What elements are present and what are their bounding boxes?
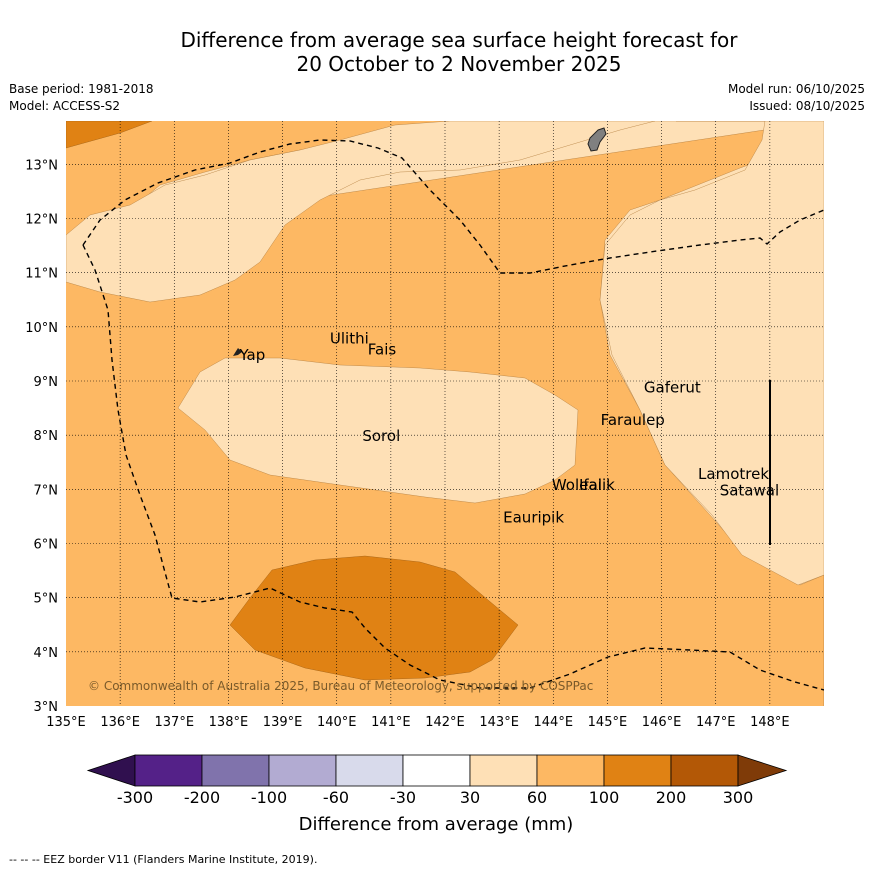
eez-footer-note: -- -- -- EEZ border V11 (Flanders Marine…: [9, 853, 318, 866]
shading-30-60-nw: [66, 121, 656, 303]
axis-ticks: 13°N 12°N 11°N 10°N 9°N 8°N 7°N 6°N 5°N 4°N 3°N135…: [25, 158, 789, 730]
lon-tick-label: 135°E: [46, 715, 86, 730]
base-period: Base period: 1981-2018: [9, 82, 154, 96]
colorbar-segment: [670, 754, 739, 787]
colorbar-tick-label: 200: [656, 788, 687, 807]
colorbar-segment: [402, 754, 471, 787]
meta-left: Base period: 1981-2018 Model: ACCESS-S2: [9, 81, 154, 115]
place-label: Satawal: [720, 481, 779, 499]
lat-tick-label: 12°N: [25, 213, 58, 228]
colorbar-segment: [335, 754, 404, 787]
lon-tick-label: 148°E: [750, 715, 790, 730]
colorbar-tick-label: 300: [723, 788, 754, 807]
colorbar-high-extend: [737, 754, 788, 787]
place-label: Yap: [238, 346, 265, 364]
colorbar: -300 -200 -100 -60 -30 30 60 100 200 300: [86, 754, 788, 807]
lon-tick-label: 143°E: [479, 715, 519, 730]
eez-border-south: [82, 244, 824, 691]
lat-tick-label: 9°N: [34, 375, 59, 390]
colorbar-tick-label: -60: [323, 788, 349, 807]
colorbar-segment: [201, 754, 270, 787]
colorbar-tick-label: -100: [251, 788, 287, 807]
eez-border: [82, 139, 824, 274]
lat-tick-label: 6°N: [34, 538, 59, 553]
lon-tick-label: 147°E: [696, 715, 736, 730]
yap-island: [233, 348, 242, 356]
shading-30-60-east: [599, 121, 824, 586]
place-label: Ifalik: [579, 476, 615, 494]
grid-lines: [66, 121, 824, 706]
place-label: Faraulep: [601, 411, 665, 429]
meta-right: Model run: 06/10/2025 Issued: 08/10/2025: [728, 81, 865, 115]
lat-tick-label: 5°N: [34, 592, 59, 607]
copyright-text: © Commonwealth of Australia 2025, Bureau…: [88, 679, 593, 693]
lat-tick-label: 4°N: [34, 646, 59, 661]
lon-tick-label: 141°E: [371, 715, 411, 730]
lon-tick-label: 138°E: [209, 715, 249, 730]
title-line-1: Difference from average sea surface heig…: [180, 28, 738, 52]
guam-island: [587, 127, 607, 152]
model-run: Model run: 06/10/2025: [727, 82, 865, 96]
lat-tick-label: 3°N: [34, 700, 59, 715]
lat-tick-label: 8°N: [34, 429, 59, 444]
place-label: Ulithi: [330, 330, 369, 348]
place-label: Fais: [368, 341, 397, 359]
lat-tick-label: 11°N: [25, 267, 58, 282]
map-area: [66, 121, 824, 706]
colorbar-segment: [268, 754, 337, 787]
colorbar-segment: [603, 754, 672, 787]
colorbar-segment: [134, 754, 203, 787]
lat-tick-label: 7°N: [34, 483, 59, 498]
lon-tick-label: 142°E: [425, 715, 465, 730]
lat-tick-label: 13°N: [25, 158, 58, 173]
title-line-2: 20 October to 2 November 2025: [296, 52, 622, 76]
place-label: Eauripik: [503, 508, 564, 526]
colorbar-segment: [469, 754, 538, 787]
colorbar-tick-label: -200: [184, 788, 220, 807]
colorbar-segment: [536, 754, 605, 787]
shading-30-60-central: [177, 357, 579, 504]
colorbar-tick-label: -30: [390, 788, 416, 807]
place-label: Woleai: [552, 476, 602, 494]
lon-tick-label: 146°E: [642, 715, 682, 730]
place-label: Lamotrek: [698, 465, 769, 483]
colorbar-tick-label: 60: [527, 788, 547, 807]
shading-100-200-south: [229, 555, 519, 681]
lon-tick-label: 140°E: [317, 715, 357, 730]
place-label: Gaferut: [644, 378, 701, 396]
lon-tick-label: 136°E: [100, 715, 140, 730]
colorbar-tick-label: 100: [589, 788, 620, 807]
colorbar-tick-label: -300: [117, 788, 153, 807]
lat-tick-label: 10°N: [25, 321, 58, 336]
lon-tick-label: 144°E: [534, 715, 574, 730]
colorbar-low-extend: [86, 754, 136, 787]
lon-tick-label: 139°E: [263, 715, 303, 730]
colorbar-tick-label: 30: [460, 788, 480, 807]
issued-date: Issued: 08/10/2025: [749, 99, 865, 113]
lon-tick-label: 137°E: [155, 715, 195, 730]
place-label: Sorol: [362, 427, 400, 445]
colorbar-label: Difference from average (mm): [299, 814, 574, 835]
model-name: Model: ACCESS-S2: [9, 99, 121, 113]
lon-tick-label: 145°E: [588, 715, 628, 730]
